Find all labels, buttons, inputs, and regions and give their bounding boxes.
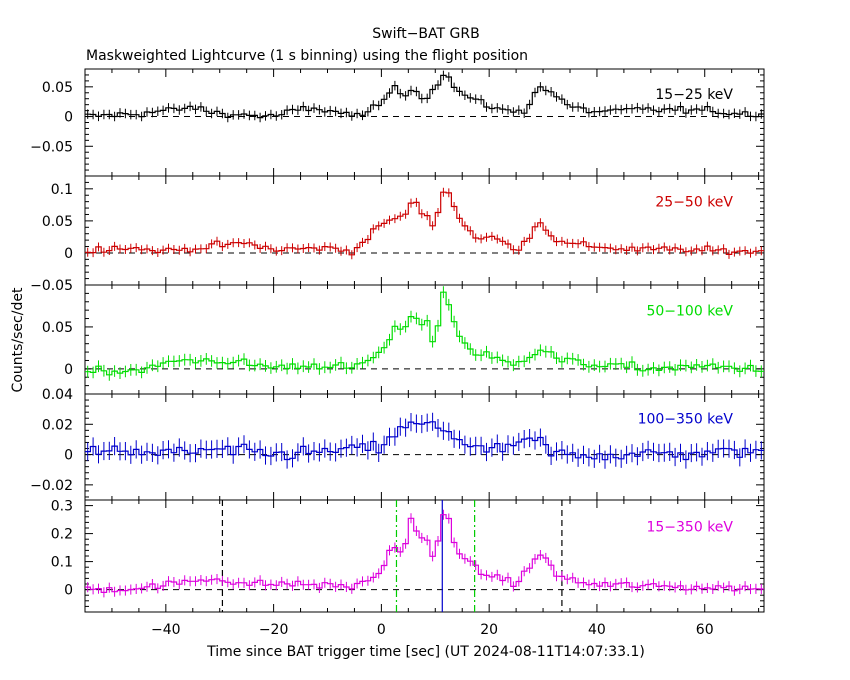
panel-5: 0 0.1 0.2 0.3 15−350 keV <box>51 499 765 613</box>
band-label: 15−350 keV <box>646 519 733 535</box>
y-tick-label: −0.02 <box>30 478 73 494</box>
y-tick-label: 0 <box>64 110 73 126</box>
panel-frame <box>84 393 765 501</box>
band-label: 50−100 keV <box>646 304 733 320</box>
y-tick-label: 0.05 <box>42 80 73 96</box>
y-tick-label: 0 <box>64 448 73 464</box>
y-tick-label: 0.3 <box>51 499 73 515</box>
series-line <box>85 421 764 461</box>
chart-title: Swift−BAT GRB <box>372 26 479 42</box>
series-errorbars <box>87 286 762 381</box>
panel-frame <box>84 284 765 395</box>
band-label: 15−25 keV <box>655 87 733 103</box>
x-tick-label: −20 <box>259 622 289 638</box>
y-tick-label: 0.2 <box>51 527 73 543</box>
panel-frame <box>84 68 765 177</box>
y-tick-label: 0.1 <box>51 182 73 198</box>
x-tick-label: −40 <box>151 622 181 638</box>
x-tick-label: 40 <box>588 622 606 638</box>
series-line <box>85 514 764 593</box>
panel-frame <box>84 175 765 286</box>
y-tick-label: 0 <box>64 246 73 262</box>
y-tick-label: 0.04 <box>42 387 73 403</box>
y-tick-label: 0.05 <box>42 320 73 336</box>
panel-3: 0 0.05 50−100 keV <box>42 284 765 395</box>
series-line <box>85 191 764 256</box>
y-tick-label: 0.1 <box>51 555 73 571</box>
x-tick-label: 20 <box>480 622 498 638</box>
x-tick-label: 60 <box>696 622 714 638</box>
y-tick-label: 0 <box>64 583 73 599</box>
y-tick-label: −0.05 <box>30 139 73 155</box>
panels-group: −0.05 0 0.05 15−25 keV −0.05 0 0.05 0.1 25−50 ke… <box>30 68 765 638</box>
y-tick-label: 0.05 <box>42 214 73 230</box>
band-label: 25−50 keV <box>655 195 733 211</box>
band-label: 100−350 keV <box>638 412 734 428</box>
y-tick-label: −0.05 <box>30 278 73 294</box>
x-tick-label: 0 <box>377 622 386 638</box>
chart-subtitle: Maskweighted Lightcurve (1 s binning) us… <box>86 48 528 64</box>
panel-4: −0.02 0 0.02 0.04 100−350 keV <box>30 387 765 501</box>
panel-2: −0.05 0 0.05 0.1 25−50 keV <box>30 175 765 294</box>
panel-1: −0.05 0 0.05 15−25 keV <box>30 68 765 177</box>
x-axis-label: Time since BAT trigger time [sec] (UT 20… <box>206 644 645 660</box>
y-tick-label: 0 <box>64 362 73 378</box>
series-line <box>85 291 764 376</box>
y-axis-label: Counts/sec/det <box>10 287 26 392</box>
panel-frame <box>84 499 765 613</box>
y-tick-label: 0.02 <box>42 417 73 433</box>
series-line <box>85 74 764 119</box>
